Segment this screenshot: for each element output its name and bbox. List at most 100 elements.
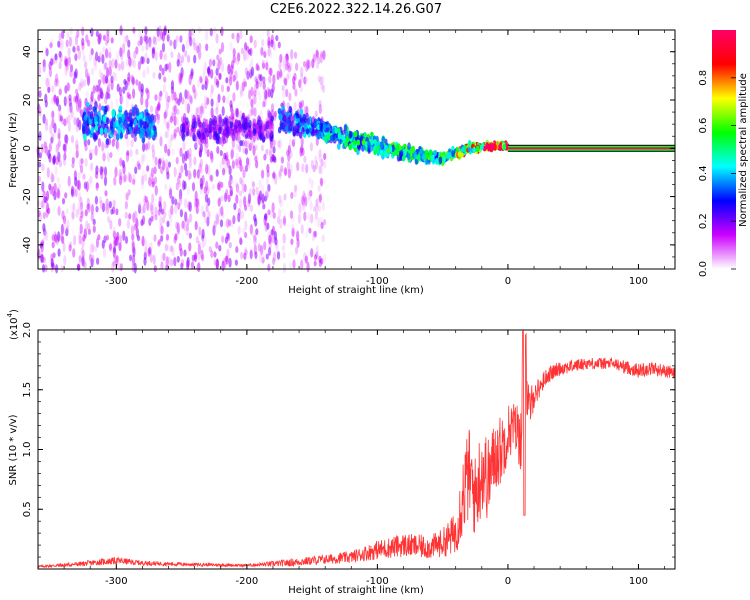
spectrogram-point-495 <box>235 56 240 66</box>
spectrogram-point-1576 <box>289 210 294 219</box>
spectrogram-point-354 <box>125 59 129 67</box>
spectrogram-point-1444 <box>309 142 313 152</box>
spectrogram-point-855 <box>74 176 78 187</box>
colorbar-tick-label-4: 0.8 <box>698 70 709 86</box>
spectrogram-point-2982 <box>379 150 383 156</box>
spectrogram-point-620 <box>171 196 175 205</box>
spectrogram-point-2045 <box>206 124 210 131</box>
spectrogram-point-402 <box>197 240 201 248</box>
spectrogram-point-255 <box>261 184 265 195</box>
spectrogram-point-1511 <box>317 56 321 65</box>
spectrogram-point-1819 <box>148 116 152 124</box>
spectrogram-point-831 <box>121 60 125 71</box>
spectrogram-point-1236 <box>127 189 131 196</box>
spectrogram-point-2988 <box>329 135 334 141</box>
spectrogram-point-950 <box>130 139 134 148</box>
spectrogram-point-1175 <box>157 101 161 112</box>
spectrogram-point-1062 <box>266 29 270 38</box>
spectrogram-point-2943 <box>345 135 350 143</box>
spectrogram-point-1376 <box>92 225 96 233</box>
spectrogram-point-849 <box>223 152 227 160</box>
spectrogram-point-194 <box>165 236 169 244</box>
spectrogram-point-1402 <box>314 212 318 220</box>
spectrogram-point-1856 <box>109 120 114 130</box>
spectrogram-point-2102 <box>257 115 261 124</box>
colorbar: 0.0 0.2 0.4 0.6 0.8 Normalized spectral ampl… <box>698 30 749 277</box>
spectrogram-point-1857 <box>85 125 89 135</box>
spectrogram-point-1051 <box>249 140 253 149</box>
spectrogram-point-2073 <box>198 112 203 119</box>
spectrogram-point-2087 <box>238 126 242 132</box>
spectrogram-point-1001 <box>239 163 243 172</box>
spectrogram-point-529 <box>155 106 159 117</box>
spectrogram-point-161 <box>203 61 207 71</box>
spectrogram-point-232 <box>135 219 139 229</box>
spectrogram-point-34 <box>199 158 203 169</box>
spectrogram-point-940 <box>132 88 136 99</box>
spectrogram-point-132 <box>240 210 244 220</box>
spectrogram-point-860 <box>85 90 89 99</box>
spectrogram-point-1100 <box>189 157 193 167</box>
spectrogram-point-1514 <box>301 196 305 207</box>
spectrogram-point-1360 <box>201 228 205 239</box>
spectrogram-point-1315 <box>232 74 236 83</box>
spectrogram-point-766 <box>254 251 258 260</box>
spectrogram-point-1116 <box>163 117 167 126</box>
spectrogram-point-1453 <box>320 178 324 187</box>
spectrogram-point-457 <box>64 85 68 94</box>
spectrogram-point-2075 <box>193 120 198 129</box>
spectrogram-point-1491 <box>306 59 310 71</box>
spectrogram-point-1435 <box>320 81 324 91</box>
snr-frame <box>37 329 676 570</box>
spectrogram-point-1271 <box>228 241 232 249</box>
spectrogram-point-453 <box>173 39 177 50</box>
spectrogram-point-1388 <box>194 139 199 148</box>
spectrogram-point-1345 <box>167 161 171 168</box>
spectrogram-point-1190 <box>112 260 116 267</box>
spectrogram-point-1567 <box>292 82 296 91</box>
spectrogram-point-910 <box>165 158 169 170</box>
spectrogram-point-1252 <box>194 197 198 208</box>
spectrogram-point-984 <box>142 142 146 152</box>
spectrogram-point-178 <box>130 225 134 235</box>
spectrogram-point-1273 <box>47 149 51 159</box>
spectrogram-point-1467 <box>302 190 306 202</box>
spectrogram-point-1390 <box>63 220 67 230</box>
spectrogram-point-1797 <box>94 100 98 110</box>
spectrogram-point-1205 <box>164 109 168 119</box>
spectrogram-point-1447 <box>282 262 287 274</box>
spectrogram-point-443 <box>56 142 60 151</box>
spectrogram-point-605 <box>178 72 182 83</box>
colorbar-tick-label-0: 0.0 <box>698 261 709 277</box>
spectrogram-point-707 <box>135 148 139 155</box>
spectrogram-point-644 <box>55 95 60 107</box>
spectrogram-point-1187 <box>240 178 244 187</box>
spectrogram-point-787 <box>112 230 116 239</box>
spectrogram-point-2945 <box>375 146 380 154</box>
spectrogram-point-1533 <box>316 57 320 64</box>
spectrogram-point-1101 <box>205 180 209 191</box>
spectrogram-point-3001 <box>348 130 353 138</box>
spectrogram-point-1566 <box>300 195 304 206</box>
spectrogram-point-2329 <box>370 131 374 137</box>
spectrogram-point-119 <box>143 257 147 266</box>
spectrogram-point-2114 <box>182 116 187 123</box>
spectrogram-point-1003 <box>77 101 82 110</box>
spectrogram-point-653 <box>132 178 136 185</box>
spectrogram-point-372 <box>229 174 233 181</box>
spectrogram-point-813 <box>53 182 57 192</box>
spectrogram-point-1254 <box>76 179 80 190</box>
spectrogram-point-77 <box>105 203 109 211</box>
spectrogram-point-2985 <box>353 130 358 138</box>
spectrogram-point-1855 <box>89 110 94 120</box>
spectrogram-point-914 <box>161 31 165 43</box>
spectrogram-point-863 <box>246 70 250 80</box>
spectrogram-point-1281 <box>43 228 47 240</box>
spectrogram-point-304 <box>154 214 158 221</box>
spectrogram-point-1479 <box>279 168 283 177</box>
spectrogram-point-1496 <box>282 215 287 227</box>
spectrogram-point-2092 <box>218 127 222 134</box>
spectrogram-point-1967 <box>270 115 275 122</box>
spectrogram-point-1172 <box>95 171 99 179</box>
spectrogram-point-252 <box>226 158 230 169</box>
